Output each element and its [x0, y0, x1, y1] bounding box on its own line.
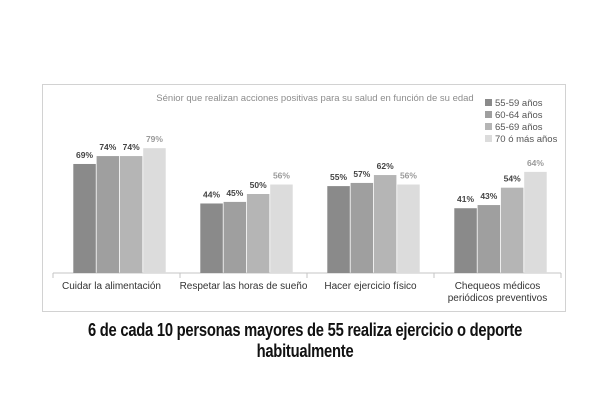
bar [223, 201, 247, 273]
x-tick-label: Hacer ejercicio físico [324, 281, 417, 292]
bar-value-label: 79% [146, 134, 163, 144]
bar [327, 186, 350, 273]
x-tick-label: Cuidar la alimentación [62, 281, 161, 292]
bar-value-label: 50% [250, 180, 267, 190]
bar-value-label: 55% [330, 172, 347, 182]
bar [477, 205, 501, 273]
bar-value-label: 74% [99, 142, 116, 152]
legend-label: 70 ó más años [495, 134, 558, 145]
legend-swatch [485, 135, 492, 142]
bar-value-label: 57% [353, 169, 370, 179]
bar-value-label: 45% [226, 188, 243, 198]
legend-swatch [485, 123, 492, 130]
bar [270, 184, 293, 273]
chart-title: Sénior que realizan acciones positivas p… [156, 93, 473, 104]
chart-caption: 6 de cada 10 personas mayores de 55 real… [87, 320, 523, 361]
bar-chart: Sénior que realizan acciones positivas p… [52, 93, 562, 304]
x-tick-label: Respetar las horas de sueño [180, 281, 308, 292]
legend-label: 60-64 años [495, 110, 543, 121]
bar-value-label: 41% [457, 194, 474, 204]
x-tick-label: periódicos preventivos [448, 293, 548, 304]
legend-label: 55-59 años [495, 98, 543, 109]
bar-value-label: 54% [504, 174, 521, 184]
chart-panel: Sénior que realizan acciones positivas p… [42, 84, 566, 312]
bar-value-label: 64% [527, 158, 544, 168]
x-tick-label: Chequeos médicos [455, 281, 541, 292]
legend-label: 65-69 años [495, 122, 543, 133]
bar [373, 175, 397, 273]
bar-value-label: 62% [377, 161, 394, 171]
bar-value-label: 74% [123, 142, 140, 152]
bar [143, 148, 166, 273]
bar [200, 203, 223, 273]
bar [350, 182, 374, 273]
bar [500, 187, 524, 273]
bar-value-label: 56% [400, 171, 417, 181]
bar-value-label: 43% [480, 191, 497, 201]
bar [73, 163, 96, 273]
bar [96, 156, 120, 273]
bar-value-label: 69% [76, 150, 93, 160]
legend-swatch [485, 111, 492, 118]
bar [119, 156, 143, 273]
bar [246, 194, 270, 273]
bar-value-label: 44% [203, 189, 220, 199]
bar [524, 171, 547, 273]
legend-swatch [485, 99, 492, 106]
bar [397, 184, 420, 273]
bar [454, 208, 477, 273]
bar-value-label: 56% [273, 171, 290, 181]
